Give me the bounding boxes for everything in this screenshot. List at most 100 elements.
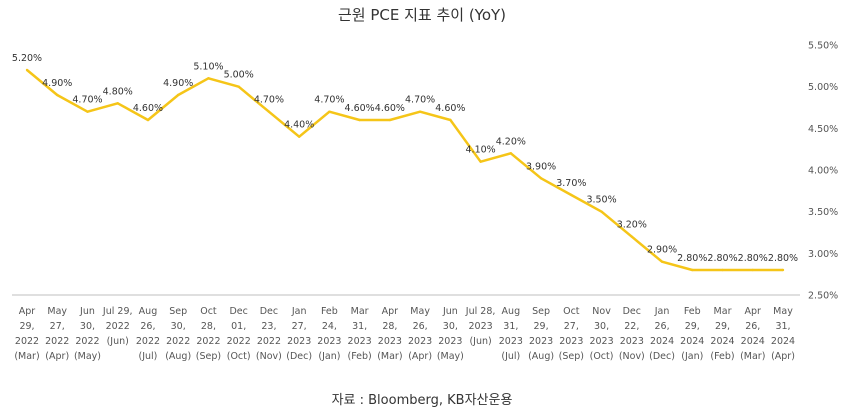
data-point [751, 268, 754, 272]
x-tick-line: (Apr) [771, 351, 795, 362]
x-tick-line: Mar [351, 306, 369, 317]
x-tick-label: Aug 26, 2022 (Jul) [136, 306, 160, 362]
data-label: 4.70% [405, 95, 435, 106]
data-point [207, 77, 210, 80]
x-tick-line: 31, [503, 321, 518, 332]
data-point [570, 193, 573, 197]
x-tick-label: Apr 29, 2022 (Mar) [14, 306, 39, 362]
x-tick-line: (Feb) [348, 351, 372, 362]
x-tick-line: 27, [292, 321, 307, 332]
data-label: 4.70% [254, 95, 284, 106]
x-tick-line: 2023 [620, 336, 644, 347]
x-tick-line: (May) [74, 351, 101, 362]
data-label: 5.10% [193, 61, 223, 72]
y-tick-label: 4.00% [808, 166, 838, 177]
x-tick-line: 2022 [75, 336, 99, 347]
x-tick-line: Oct [563, 306, 580, 317]
x-tick-line: 01, [231, 321, 246, 332]
y-tick-label: 2.50% [808, 291, 838, 302]
data-label: 3.20% [617, 220, 647, 231]
y-tick-label: 5.50% [808, 41, 838, 52]
x-tick-line: 2024 [650, 336, 674, 347]
x-tick-line: Dec [260, 306, 278, 317]
x-tick-line: 27, [564, 321, 579, 332]
x-tick-line: 29, [19, 321, 34, 332]
data-point [630, 235, 633, 238]
x-tick-line: Feb [321, 306, 338, 317]
x-tick-label: Dec 22, 2023 (Nov) [619, 306, 645, 362]
x-tick-line: 30, [594, 321, 609, 332]
x-tick-label: Jun 30, 2022 (May) [74, 306, 101, 362]
source-note: 자료 : Bloomberg, KB자산운용 [331, 393, 513, 408]
data-point [56, 93, 59, 97]
x-tick-line: (May) [437, 351, 464, 362]
x-tick-label: Mar 31, 2023 (Feb) [348, 306, 372, 362]
x-tick-line: (Feb) [710, 351, 734, 362]
x-tick-line: (Jun) [469, 336, 491, 347]
x-tick-line: (Aug) [165, 351, 191, 362]
x-tick-line: Jun [442, 306, 458, 317]
x-tick-label: Feb 24, 2023 (Jan) [317, 306, 341, 362]
x-tick-label: Jun 30, 2023 (May) [437, 306, 464, 362]
data-label: 4.60% [345, 103, 375, 114]
x-tick-line: 2023 [559, 336, 583, 347]
x-tick-label: Apr 28, 2023 (Mar) [377, 306, 402, 362]
x-tick-label: Dec 01, 2022 (Oct) [227, 306, 251, 362]
data-label: 4.20% [496, 136, 526, 147]
x-tick-label: Jul 29, 2022 (Jun) [102, 306, 133, 347]
x-tick-line: (Apr) [45, 351, 69, 362]
x-tick-line: 2023 [499, 336, 523, 347]
data-label: 5.00% [224, 70, 254, 81]
x-tick-line: Feb [684, 306, 701, 317]
data-point [116, 102, 119, 105]
x-tick-line: (Oct) [227, 351, 251, 362]
x-tick-label: May 26, 2023 (Apr) [408, 306, 432, 362]
x-tick-label: Nov 30, 2023 (Oct) [589, 306, 613, 362]
x-tick-line: (Nov) [619, 351, 645, 362]
x-tick-line: Apr [745, 306, 762, 317]
data-point [86, 110, 89, 113]
x-tick-line: 2024 [680, 336, 704, 347]
x-tick-line: (Dec) [286, 351, 312, 362]
x-tick-line: Mar [714, 306, 732, 317]
data-label: 4.70% [72, 95, 102, 106]
x-tick-label: Sep 30, 2022 (Aug) [165, 306, 191, 362]
x-tick-line: 2022 [257, 336, 281, 347]
x-tick-line: Apr [19, 306, 36, 317]
data-point [25, 68, 29, 72]
data-label: 2.90% [647, 245, 677, 256]
data-point [358, 118, 361, 122]
data-point [328, 110, 331, 113]
x-tick-line: 31, [775, 321, 790, 332]
x-tick-line: (Sep) [196, 351, 221, 362]
x-tick-line: 30, [171, 321, 186, 332]
data-label: 4.60% [435, 103, 465, 114]
data-point [267, 110, 271, 113]
x-tick-line: 2023 [317, 336, 341, 347]
x-tick-line: (Nov) [256, 351, 282, 362]
data-point [388, 118, 392, 122]
x-tick-label: Jul 28, 2023 (Jun) [465, 306, 496, 347]
x-tick-label: May 27, 2022 (Apr) [45, 306, 69, 362]
x-tick-line: 26, [745, 321, 760, 332]
x-tick-line: 2023 [589, 336, 613, 347]
x-tick-line: 2022 [166, 336, 190, 347]
x-tick-label: Oct 27, 2023 (Sep) [559, 306, 584, 362]
x-tick-line: 2022 [196, 336, 220, 347]
x-tick-line: 2023 [438, 336, 462, 347]
data-point [479, 160, 482, 163]
x-tick-line: 2022 [227, 336, 251, 347]
x-tick-line: Oct [200, 306, 217, 317]
core-pce-line [26, 69, 783, 272]
x-tick-line: 2023 [348, 336, 372, 347]
data-point [177, 93, 180, 97]
x-tick-line: Jan [291, 306, 307, 317]
x-tick-line: 26, [413, 321, 428, 332]
x-tick-line: 2023 [378, 336, 402, 347]
x-tick-line: 30, [80, 321, 95, 332]
x-tick-line: May [773, 306, 793, 317]
x-tick-label: Sep 29, 2023 (Aug) [528, 306, 554, 362]
data-point [781, 268, 785, 272]
data-label: 3.70% [556, 178, 586, 189]
x-tick-line: 2022 [136, 336, 160, 347]
